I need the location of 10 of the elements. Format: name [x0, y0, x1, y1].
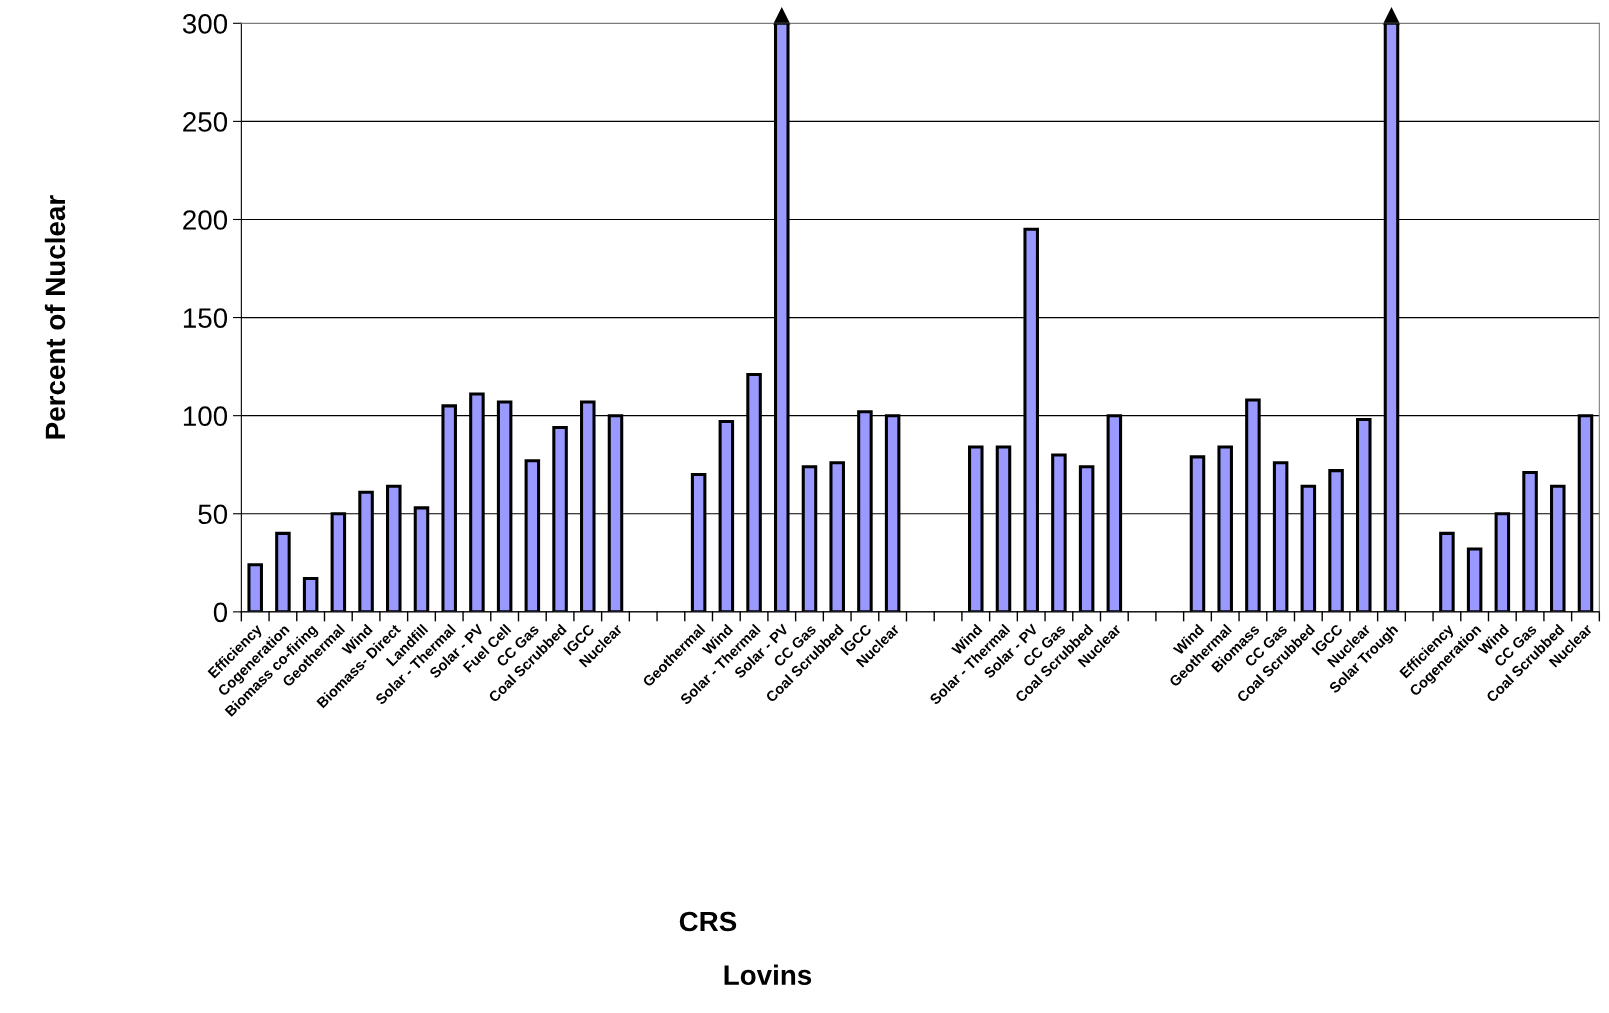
- y-tick-label: 200: [183, 210, 228, 230]
- y-tick-label: 250: [183, 112, 228, 132]
- y-tick-label: 50: [198, 504, 228, 525]
- text: CRS: [679, 911, 737, 932]
- y-tick-label: 150: [183, 308, 228, 328]
- y-tick-label: 300: [182, 13, 228, 34]
- text: Lovins: [724, 964, 812, 985]
- y-tick-label: 100: [183, 406, 228, 427]
- y-tick-label: 0: [213, 602, 228, 623]
- y-axis-title: Percent of Nuclear: [44, 195, 66, 439]
